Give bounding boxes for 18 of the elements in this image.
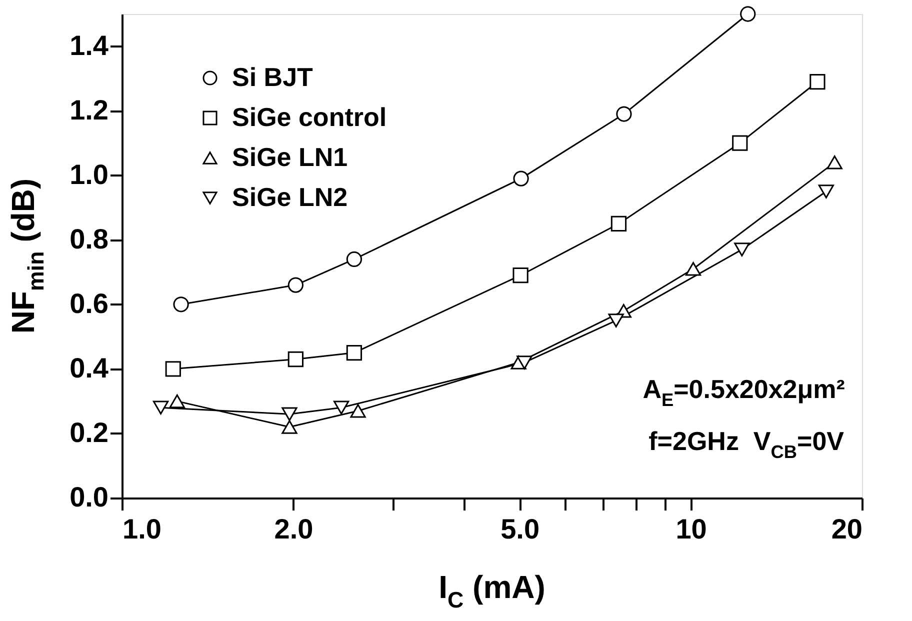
x-tick-label: 10 <box>676 514 707 544</box>
y-tick-label: 1.0 <box>70 158 108 190</box>
legend-label: SiGe LN2 <box>232 182 348 212</box>
y-tick-label: 0.6 <box>70 288 108 319</box>
y-tick-label: 1.4 <box>70 30 109 61</box>
y-tick-label: 0.2 <box>70 416 108 448</box>
y-axis-title: NFmin (dB) <box>5 178 49 334</box>
y-tick-label: 0.4 <box>70 352 109 384</box>
y-tick-label: 0.8 <box>70 223 108 254</box>
x-tick-label: 1.0 <box>122 514 162 544</box>
legend-label: Si BJT <box>232 62 314 92</box>
x-tick-label: 5.0 <box>500 514 540 544</box>
legend-label: SiGe LN1 <box>232 142 348 172</box>
x-tick-label: 2.0 <box>274 514 314 544</box>
x-tick-label: 20 <box>831 514 862 544</box>
y-tick-label: 0.0 <box>70 482 108 512</box>
y-tick-label: 1.2 <box>70 94 108 126</box>
legend-label: SiGe control <box>232 102 387 132</box>
